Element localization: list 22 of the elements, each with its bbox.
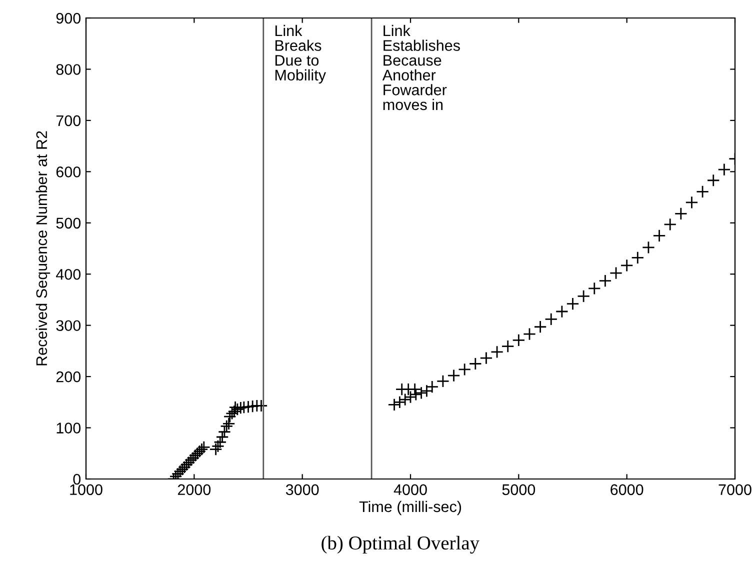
y-tick-label: 500 xyxy=(56,218,81,229)
y-tick-label: 600 xyxy=(56,166,81,178)
y-axis-title: Received Sequence Number at R2 xyxy=(36,131,50,366)
x-tick-label: 5000 xyxy=(502,484,536,496)
y-tick-label: 100 xyxy=(56,422,81,434)
x-tick-label: 7000 xyxy=(718,484,752,496)
y-tick-label: 800 xyxy=(56,64,81,75)
y-tick-label: 400 xyxy=(56,268,81,280)
x-tick-label: 6000 xyxy=(610,484,644,496)
y-tick-label: 900 xyxy=(56,12,81,24)
y-tick-label: 700 xyxy=(56,115,81,126)
y-tick-label: 0 xyxy=(73,474,81,485)
x-tick-label: 3000 xyxy=(286,484,319,496)
text: (b) Optimal Overlay xyxy=(322,536,480,554)
ref-line-label: Link Establishes Because Another Fowarder moves in xyxy=(382,24,460,110)
x-tick-label: 4000 xyxy=(394,484,427,496)
x-tick-label: 1000 xyxy=(70,484,102,496)
y-tick-label: 200 xyxy=(56,371,81,382)
y-tick-label: 300 xyxy=(56,320,81,332)
x-tick-label: 2000 xyxy=(178,484,211,496)
ref-line-label: Link Breaks Due to Mobility xyxy=(275,24,326,84)
x-axis-title: Time (milli-sec) xyxy=(359,500,462,516)
